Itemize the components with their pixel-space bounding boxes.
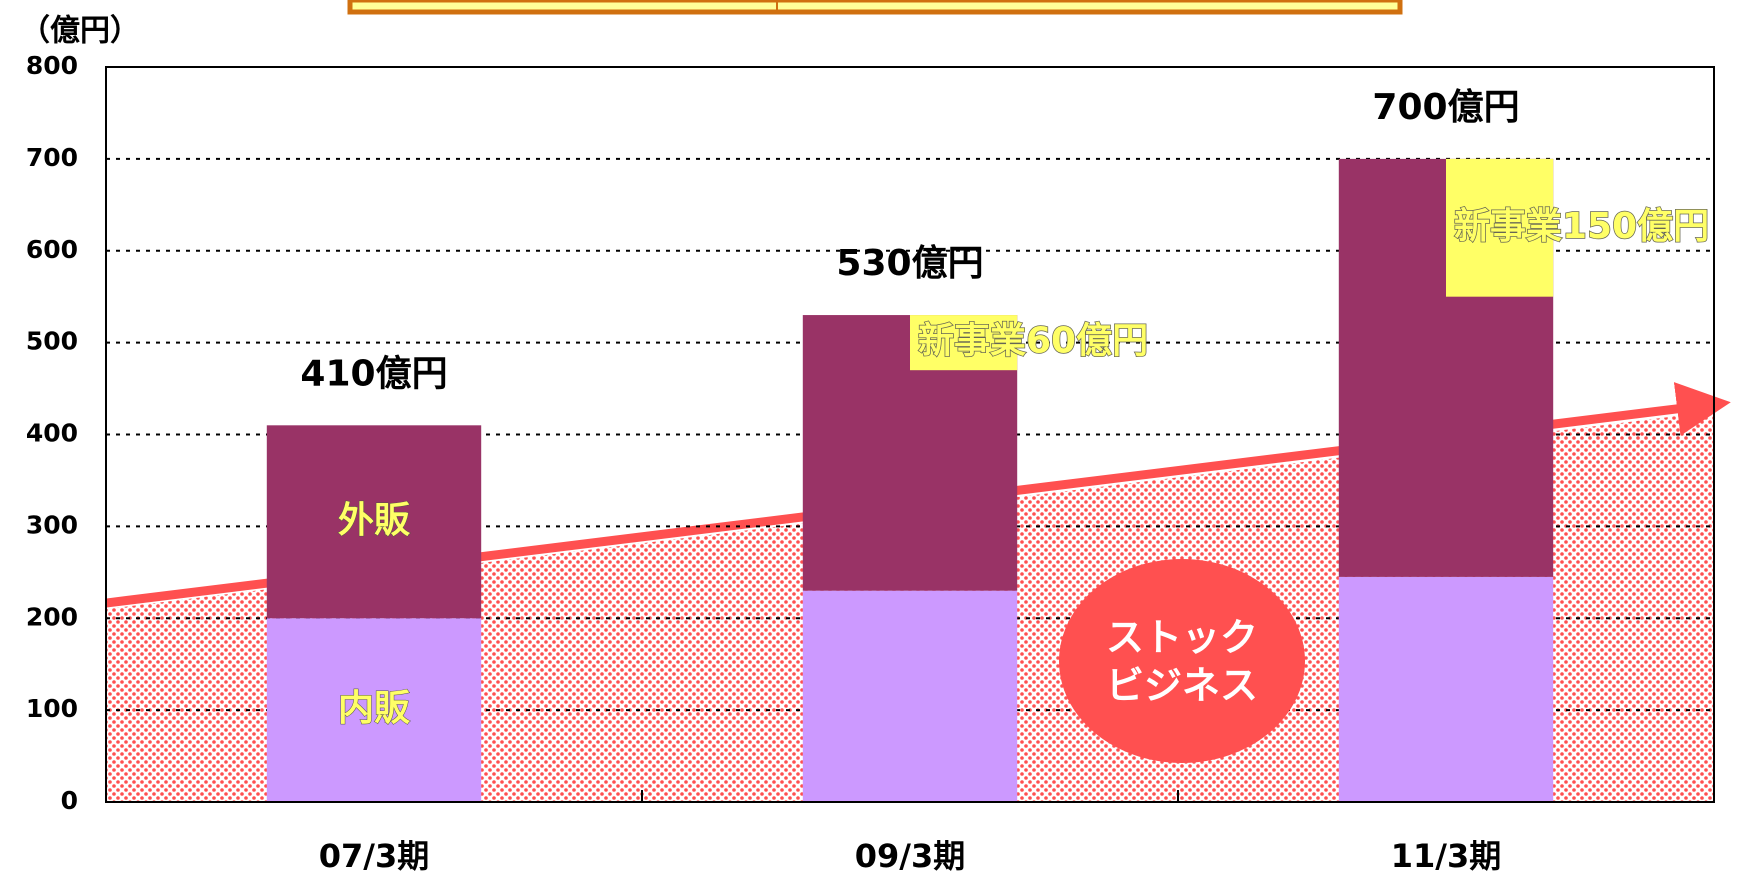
bar-segment — [266, 618, 482, 802]
total-label: 530億円 — [836, 243, 983, 284]
stock-label: ストック — [1106, 616, 1258, 660]
bar-segment — [266, 425, 482, 619]
header-box — [347, 0, 1403, 15]
new-business-box — [1446, 158, 1554, 297]
y-tick-label: 0 — [61, 786, 78, 815]
y-tick-label: 500 — [26, 327, 78, 356]
x-tick-label: 11/3期 — [1391, 837, 1502, 875]
y-tick-label: 400 — [26, 419, 78, 448]
bar-segment — [802, 590, 1018, 802]
new-business-label: 新事業60億円 — [918, 321, 1148, 362]
stock-bubble — [1059, 559, 1305, 763]
x-tick-label: 07/3期 — [319, 837, 430, 875]
new-business-box — [910, 315, 1018, 371]
y-tick-label: 800 — [26, 51, 78, 80]
x-tick-label: 09/3期 — [855, 837, 966, 875]
series-label: 外販 — [338, 500, 411, 541]
plot-frame — [105, 66, 1715, 803]
y-tick-label: 200 — [26, 602, 78, 631]
y-tick-label: 100 — [26, 694, 78, 723]
series-label: 内販 — [338, 688, 411, 729]
total-label: 700億円 — [1372, 87, 1519, 128]
bar-segment — [1338, 576, 1554, 802]
y-tick-label: 600 — [26, 235, 78, 264]
y-axis-label: （億円） — [20, 14, 140, 49]
stock-label: ビジネス — [1106, 664, 1258, 708]
total-label: 410億円 — [300, 353, 447, 394]
new-business-label: 新事業150億円 — [1454, 206, 1709, 247]
y-tick-label: 700 — [26, 143, 78, 172]
y-tick-label: 300 — [26, 510, 78, 539]
